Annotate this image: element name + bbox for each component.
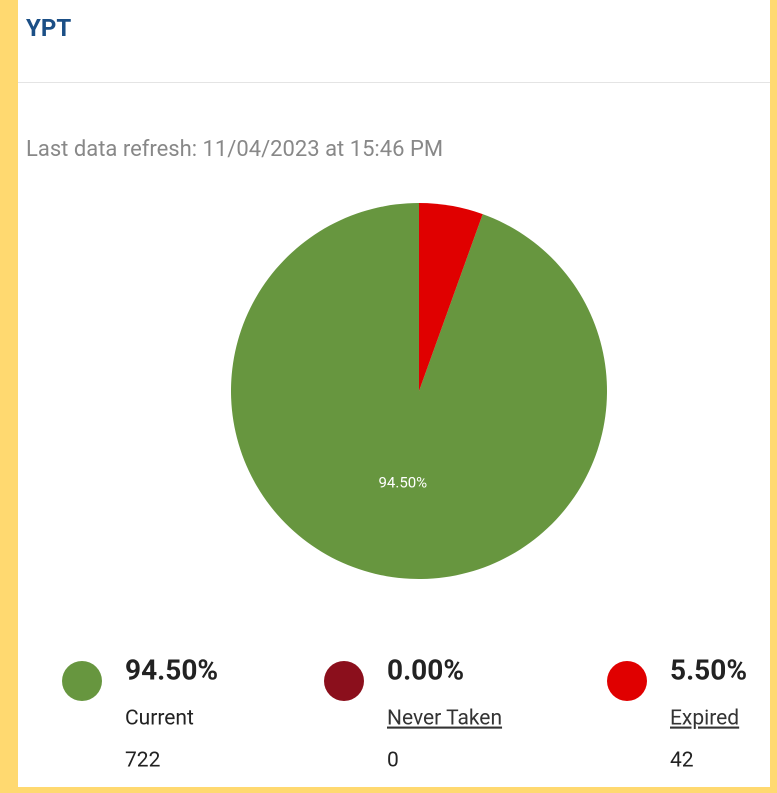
legend-percent: 5.50%: [670, 653, 747, 686]
legend-percent: 94.50%: [125, 653, 218, 686]
card-title: YPT: [26, 14, 72, 42]
card: YPT Last data refresh: 11/04/2023 at 15:…: [18, 0, 770, 787]
legend-name[interactable]: Expired: [670, 707, 739, 731]
pie-slice: [419, 203, 483, 391]
legend-percent: 0.00%: [387, 653, 464, 686]
chart: 94.50% 94.50% Current 722 0.00% Never Taken 0 5…: [62, 203, 747, 773]
divider: [18, 82, 770, 83]
slice-label: 94.50%: [379, 474, 428, 492]
legend-swatch: [607, 661, 647, 701]
legend-count: 0: [387, 749, 399, 773]
legend-name[interactable]: Never Taken: [387, 707, 502, 731]
legend-swatch: [324, 661, 364, 701]
legend-swatch: [62, 661, 102, 701]
legend-count: 42: [670, 749, 694, 773]
legend-count: 722: [125, 749, 161, 773]
refresh-text: Last data refresh: 11/04/2023 at 15:46 P…: [26, 137, 444, 162]
legend-name: Current: [125, 707, 194, 731]
pie-slice: [231, 203, 608, 579]
